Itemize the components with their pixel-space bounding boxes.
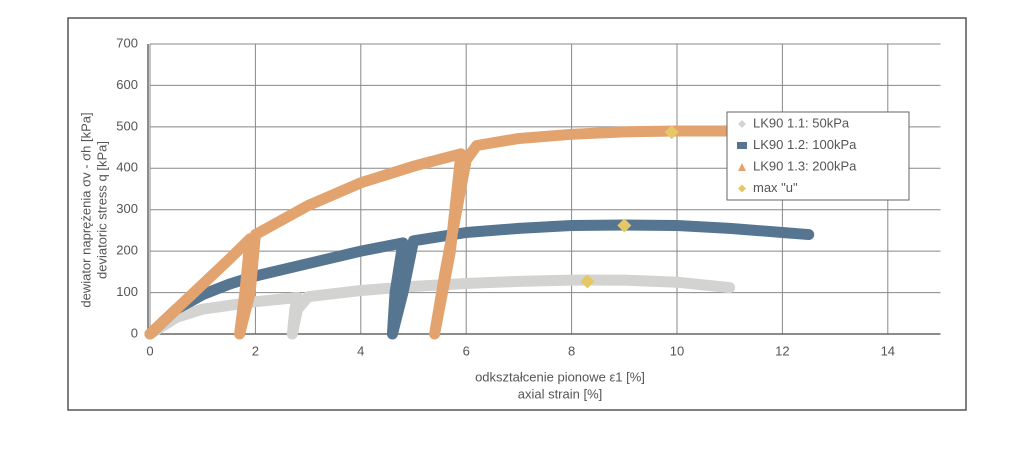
data-line [144, 125, 788, 340]
data-point [664, 125, 679, 140]
y-axis-label: dewiator naprężenia σv - σh [kPa] [78, 112, 93, 307]
y-tick-label: 200 [116, 243, 138, 258]
x-tick-label: 0 [146, 343, 153, 358]
data-point [617, 218, 632, 233]
y-tick-label: 700 [116, 35, 138, 50]
legend-marker [737, 142, 747, 149]
x-tick-label: 6 [463, 343, 470, 358]
x-tick-label: 12 [775, 343, 789, 358]
legend-marker [738, 120, 746, 128]
legend-label: max "u" [753, 180, 798, 195]
y-tick-label: 100 [116, 284, 138, 299]
x-tick-label: 8 [568, 343, 575, 358]
x-axis-label: odkształcenie pionowe ε1 [%] [475, 369, 645, 384]
y-tick-label: 400 [116, 160, 138, 175]
x-axis-label: axial strain [%] [518, 386, 603, 401]
legend-marker [738, 163, 746, 171]
y-tick-label: 0 [131, 325, 138, 340]
x-tick-label: 10 [670, 343, 684, 358]
x-tick-label: 4 [357, 343, 364, 358]
data-line [144, 219, 815, 340]
legend-marker [738, 184, 746, 193]
legend-label: LK90 1.1: 50kPa [753, 115, 850, 130]
legend-label: LK90 1.2: 100kPa [753, 137, 857, 152]
data-point [580, 274, 595, 289]
y-axis-label: deviatoric stress q [kPa] [94, 141, 109, 279]
legend-box [726, 111, 910, 201]
x-tick-label: 2 [252, 343, 259, 358]
frame [67, 17, 967, 411]
legend-label: LK90 1.3: 200kPa [753, 158, 857, 173]
y-tick-label: 500 [116, 118, 138, 133]
y-tick-label: 600 [116, 77, 138, 92]
legend: LK90 1.1: 50kPa LK90 1.2: 100kPa LK90 1.3:… [726, 111, 910, 201]
x-tick-label: 14 [881, 343, 895, 358]
y-tick-label: 300 [116, 201, 138, 216]
